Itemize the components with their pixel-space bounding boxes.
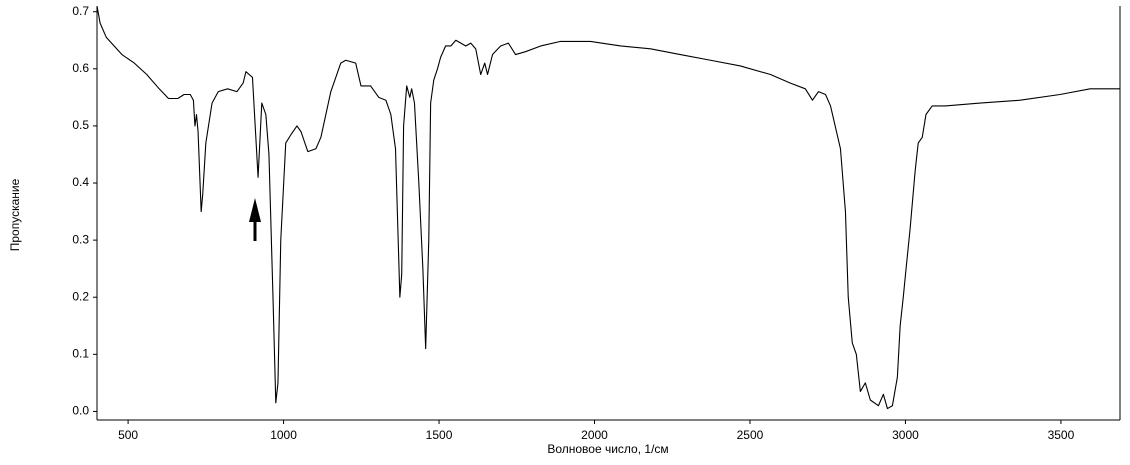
x-tick-label: 3500 (1048, 428, 1075, 442)
spectrum-line (96, 5, 1120, 410)
y-tick-label: 0.0 (72, 404, 89, 418)
y-tick-label: 0.7 (72, 4, 89, 18)
y-tick-label: 0.6 (72, 61, 89, 75)
y-tick-label: 0.5 (72, 118, 89, 132)
x-tick-label: 1000 (270, 428, 297, 442)
x-tick-label: 2500 (737, 428, 764, 442)
y-tick-label: 0.1 (72, 347, 89, 361)
x-tick-label: 500 (118, 428, 138, 442)
y-tick-label: 0.4 (72, 175, 89, 189)
x-axis-label: Волновое число, 1/см (547, 442, 668, 456)
x-tick-label: 2000 (581, 428, 608, 442)
y-tick-label: 0.3 (72, 232, 89, 246)
y-axis-label: Пропускание (8, 178, 22, 251)
y-tick-label: 0.2 (72, 289, 89, 303)
annotation-arrow (249, 198, 261, 241)
x-tick-label: 3000 (892, 428, 919, 442)
x-tick-label: 1500 (426, 428, 453, 442)
